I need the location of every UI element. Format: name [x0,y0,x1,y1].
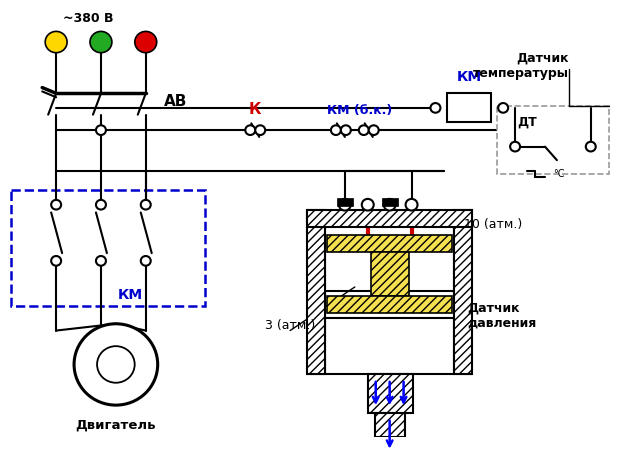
Bar [448,93,491,122]
Bar [454,210,472,374]
Circle shape [384,199,396,211]
Circle shape [51,200,61,210]
Bar [337,198,353,206]
Circle shape [74,324,158,405]
Text: КМ: КМ [457,70,482,84]
Text: °C: °C [553,169,564,179]
Circle shape [359,125,369,135]
Bar [325,227,454,374]
Circle shape [510,142,520,152]
Text: 10 (атм.): 10 (атм.) [464,217,522,230]
Circle shape [498,103,508,113]
Text: 3 (атм.): 3 (атм.) [265,319,316,332]
Bar [375,413,404,437]
Circle shape [406,199,418,211]
Text: ДТ: ДТ [517,116,537,129]
Circle shape [141,200,151,210]
Circle shape [51,256,61,265]
Circle shape [331,125,341,135]
Circle shape [141,256,151,265]
Circle shape [586,142,596,152]
Bar [307,210,472,227]
Circle shape [341,125,351,135]
Bar [368,374,413,413]
Text: Датчик
давления: Датчик давления [468,302,536,329]
Text: КМ (б.к.): КМ (б.к.) [327,104,392,117]
Circle shape [431,103,441,113]
Text: АВ: АВ [164,94,187,108]
Circle shape [96,125,106,135]
Bar [382,198,398,206]
Bar [371,252,409,296]
Circle shape [339,199,351,211]
Bar [327,235,452,252]
Text: ~380 В: ~380 В [63,12,114,25]
Circle shape [135,32,157,53]
Circle shape [90,32,112,53]
Circle shape [96,256,106,265]
Circle shape [45,32,67,53]
Circle shape [369,125,379,135]
Text: Двигатель: Двигатель [76,418,156,432]
Circle shape [96,200,106,210]
Text: К: К [249,102,261,117]
Text: КМ: КМ [118,288,143,302]
Bar [307,210,325,374]
Circle shape [255,125,265,135]
Circle shape [362,199,374,211]
Bar [327,296,452,313]
Text: Датчик
температуры: Датчик температуры [473,52,569,80]
Bar [11,190,206,306]
Bar [497,106,609,174]
Circle shape [245,125,255,135]
Circle shape [97,346,135,383]
